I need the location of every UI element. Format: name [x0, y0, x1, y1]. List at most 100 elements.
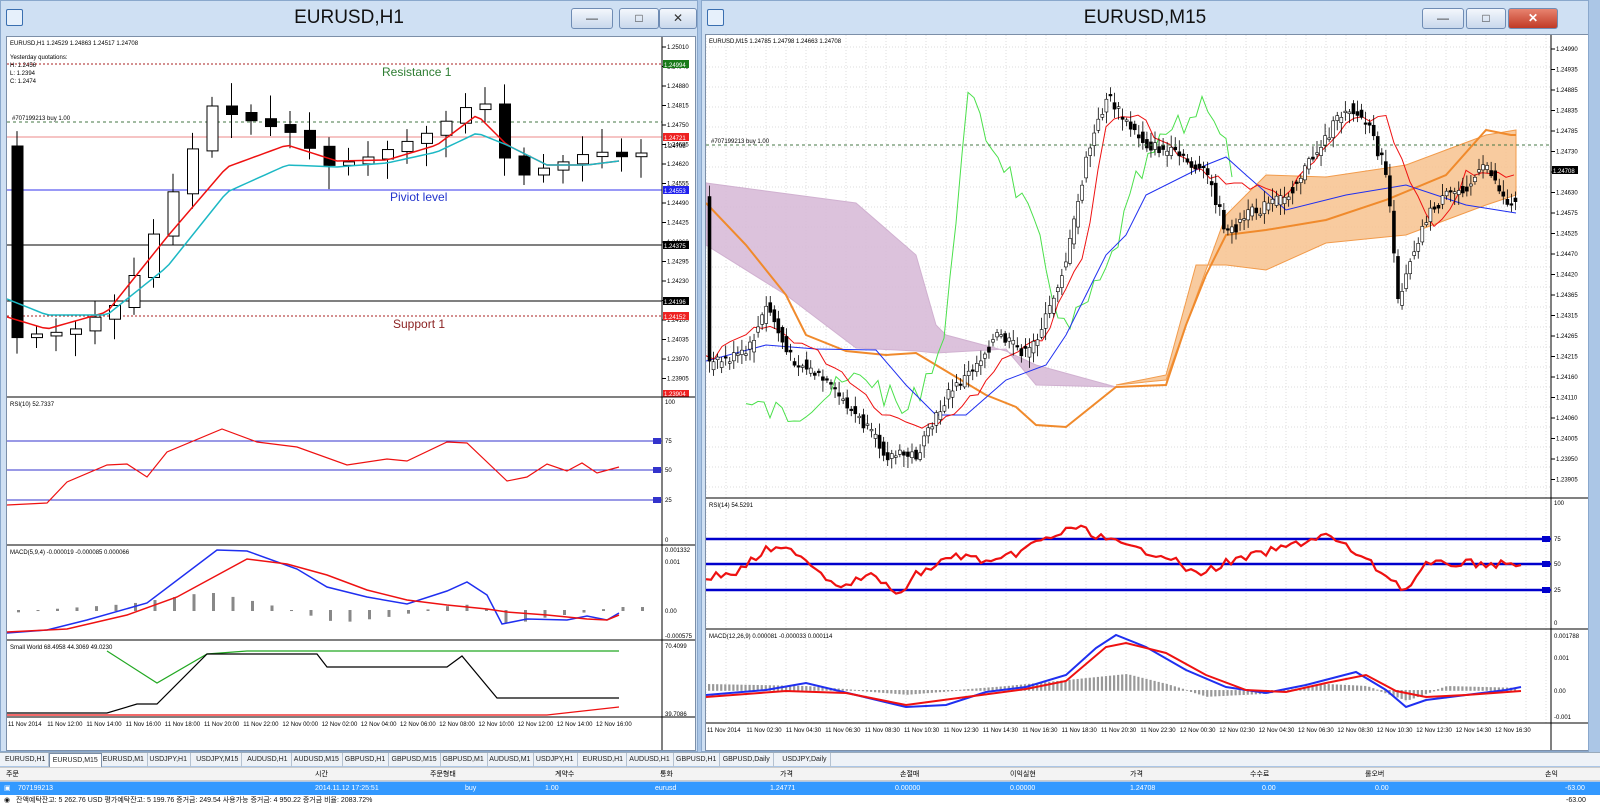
candle: [265, 95, 277, 136]
candle: [1060, 268, 1064, 295]
histogram-bar: [971, 688, 974, 691]
candle: [1116, 101, 1121, 120]
chart-tab[interactable]: GBPUSD,M15: [389, 753, 441, 767]
sw-tick-bottom: 39.7086: [665, 712, 687, 718]
chart-tab[interactable]: GBPUSD,Daily: [720, 753, 774, 767]
histogram-bar: [894, 690, 897, 694]
chart-tab[interactable]: AUDUSD,M15: [291, 753, 343, 767]
candle: [1197, 155, 1202, 172]
time-label: 12 Nov 16:30: [1495, 728, 1531, 734]
chart-tab[interactable]: USDJPY,M15: [193, 753, 243, 767]
title-bar[interactable]: EURUSD,M15 — □ ✕: [702, 1, 1588, 35]
candle: [829, 379, 833, 390]
histogram-bar: [1218, 690, 1221, 697]
histogram-bar: [1064, 680, 1067, 691]
h1-chart-area[interactable]: EURUSD,H1 1.24529 1.24863 1.24517 1.2470…: [6, 36, 696, 751]
chart-tab[interactable]: EURUSD,H1: [580, 753, 628, 767]
title-bar[interactable]: EURUSD,H1 — □ ✕: [1, 1, 697, 35]
chart-tab[interactable]: AUDUSD,H1: [244, 753, 292, 767]
price-tick: 1.24880: [662, 84, 689, 90]
minimize-button[interactable]: —: [571, 8, 613, 29]
chart-tab[interactable]: GBPUSD,H1: [342, 753, 390, 767]
candle: [983, 351, 987, 369]
close-button[interactable]: ✕: [659, 8, 697, 29]
histogram-bar: [1400, 690, 1403, 699]
chart-tab[interactable]: GBPUSD,M1: [440, 753, 488, 767]
time-label: 11 Nov 14:30: [983, 728, 1019, 734]
candle: [1238, 212, 1242, 231]
chart-tab[interactable]: AUDUSD,H1: [626, 753, 674, 767]
histogram-bar: [1331, 684, 1334, 691]
chart-tab[interactable]: USDJPY,H1: [533, 753, 578, 767]
pivot-label: Piviot level: [390, 190, 447, 204]
h1-chart-svg[interactable]: EURUSD,H1 1.24529 1.24863 1.24517 1.2470…: [7, 37, 695, 750]
terminal-column-header[interactable]: 가격: [1130, 771, 1143, 778]
chart-tab[interactable]: AUDUSD,M1: [486, 753, 535, 767]
candle: [849, 406, 854, 417]
terminal-column-header[interactable]: 주문: [6, 771, 19, 778]
histogram-bar: [1420, 690, 1423, 696]
m15-chart-svg[interactable]: EURUSD,M15 1.24785 1.24798 1.24663 1.247…: [706, 35, 1588, 750]
ichimoku-cloud-lilac: [706, 182, 1117, 388]
histogram-bar: [1416, 690, 1419, 698]
histogram-bar: [708, 684, 711, 691]
terminal-column-header[interactable]: 손절매: [900, 771, 920, 778]
terminal-column-header[interactable]: 통화: [660, 771, 673, 778]
pivot-price-box: [663, 186, 689, 194]
small-world-black-line: [7, 653, 619, 714]
histogram-bar: [991, 687, 994, 691]
maximize-button[interactable]: □: [1466, 8, 1506, 29]
chart-tab[interactable]: GBPUSD,H1: [673, 753, 721, 767]
terminal-column-header[interactable]: 손익: [1545, 771, 1558, 778]
chart-tab[interactable]: EURUSD,M15: [48, 753, 102, 767]
window-title: EURUSD,M15: [1083, 7, 1207, 28]
m15-chart-area[interactable]: EURUSD,M15 1.24785 1.24798 1.24663 1.247…: [705, 34, 1588, 751]
chart-tab[interactable]: EURUSD,M1: [100, 753, 148, 767]
histogram-bar: [1287, 689, 1290, 691]
window-title: EURUSD,H1: [294, 7, 404, 28]
maximize-button[interactable]: □: [619, 8, 659, 29]
price-tick: 1.24315: [1551, 314, 1578, 320]
histogram-bar: [1129, 674, 1132, 691]
histogram-bar: [1497, 687, 1500, 691]
candle: [889, 449, 894, 469]
candle: [1388, 163, 1392, 213]
histogram-bar: [290, 610, 293, 612]
terminal-column-header[interactable]: 주문형태: [430, 771, 456, 778]
histogram-bar: [1165, 683, 1168, 691]
chart-tab[interactable]: USDJPY,H1: [146, 753, 191, 767]
terminal-column-header[interactable]: 가격: [780, 771, 793, 778]
m15-price-ticks: 1.24990 1.24935 1.24885 1.24835 1.24785 1.247…: [1551, 47, 1578, 484]
candle: [922, 430, 926, 458]
histogram-bar: [1113, 675, 1116, 691]
histogram-bar: [882, 690, 885, 693]
histogram-bar: [1226, 690, 1229, 696]
close-button[interactable]: ✕: [1508, 8, 1558, 29]
terminal-column-header[interactable]: 수수료: [1250, 771, 1270, 778]
candle: [991, 333, 995, 347]
terminal-column-header[interactable]: 이익실현: [1010, 771, 1036, 778]
rsi-50-marker: [653, 467, 661, 473]
candle: [1003, 330, 1007, 346]
time-label: 11 Nov 2014: [8, 722, 42, 728]
terminal-column-header[interactable]: 롤오버: [1365, 771, 1385, 778]
histogram-bar: [1238, 690, 1241, 696]
order-row[interactable]: ▣ 707199213 2014.11.12 17:25:51 buy 1.00 euru…: [0, 782, 1600, 795]
chart-tab[interactable]: USDJPY,Daily: [779, 753, 831, 767]
candle: [1027, 338, 1032, 368]
balance-row[interactable]: ◉ 잔액예탁잔고: 5 262.76 USD 평가예탁잔고: 5 199.76 …: [0, 795, 1600, 806]
histogram-bar: [1489, 687, 1492, 691]
candle: [861, 408, 866, 433]
candle: [772, 305, 777, 330]
candle: [817, 368, 821, 377]
eurusd-m15-window[interactable]: EURUSD,M15 — □ ✕ EURUSD,M15 1.24785 1.24…: [701, 0, 1589, 752]
candle: [245, 104, 258, 135]
eurusd-h1-window[interactable]: EURUSD,H1 — □ ✕ EURUSD,H1 1.24529 1.2486…: [0, 0, 698, 752]
chart-tab[interactable]: EURUSD,H1: [2, 753, 50, 767]
candle: [1242, 210, 1246, 231]
terminal-column-header[interactable]: 시간: [315, 771, 328, 778]
terminal-column-header[interactable]: 계약수: [555, 771, 575, 778]
histogram-bar: [942, 690, 946, 692]
minimize-button[interactable]: —: [1422, 8, 1464, 29]
price-tick: 1.23905: [662, 377, 689, 383]
